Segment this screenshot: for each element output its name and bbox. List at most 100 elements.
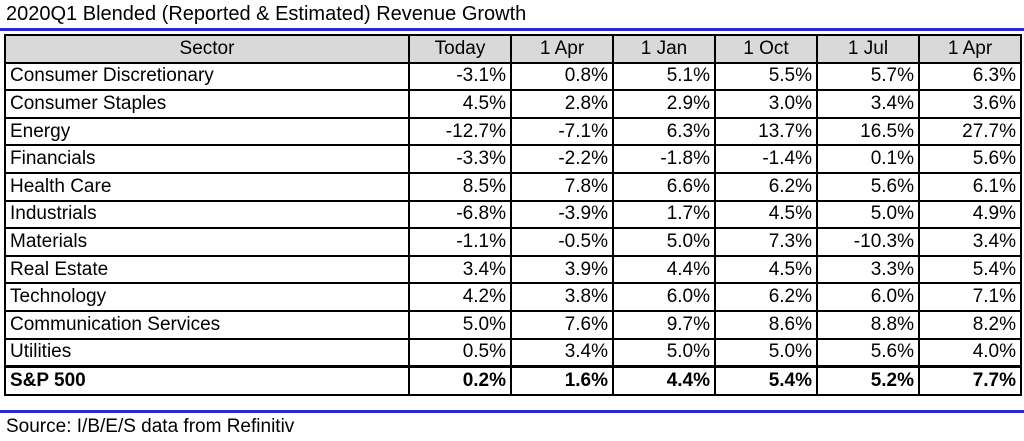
growth-value-cell: 1.7% <box>612 199 716 230</box>
growth-value-cell: 4.5% <box>408 89 512 119</box>
table-row: Industrials -6.8% -3.9% 1.7% 4.5% 5.0% 4.9% <box>4 199 1022 230</box>
growth-value-cell: 4.5% <box>714 254 818 285</box>
column-header-period: Today <box>408 34 512 64</box>
growth-value-cell: 6.0% <box>612 282 716 312</box>
growth-value-cell: -10.3% <box>816 227 920 257</box>
sector-cell: S&P 500 <box>4 365 410 396</box>
sector-cell: Utilities <box>4 337 410 368</box>
growth-value-cell: 7.6% <box>510 309 614 340</box>
top-rule <box>0 28 1024 31</box>
growth-value-cell: 7.1% <box>918 282 1022 312</box>
column-header-period: 1 Apr <box>918 34 1022 64</box>
growth-value-cell: -3.1% <box>408 61 512 92</box>
growth-value-cell: -12.7% <box>408 116 512 147</box>
growth-value-cell: -3.3% <box>408 144 512 174</box>
growth-value-cell: -3.9% <box>510 199 614 230</box>
growth-value-cell: 5.0% <box>612 227 716 257</box>
column-header-period: 1 Jul <box>816 34 920 64</box>
growth-value-cell: 5.7% <box>816 61 920 92</box>
column-header-period: 1 Oct <box>714 34 818 64</box>
bottom-rule <box>0 410 1024 413</box>
growth-value-cell: 7.8% <box>510 171 614 202</box>
sector-cell: Communication Services <box>4 309 410 340</box>
growth-value-cell: 3.4% <box>918 227 1022 257</box>
growth-value-cell: 6.0% <box>816 282 920 312</box>
growth-value-cell: 4.4% <box>612 365 716 396</box>
growth-value-cell: -6.8% <box>408 199 512 230</box>
growth-value-cell: 4.0% <box>918 337 1022 368</box>
table-row: Health Care 8.5% 7.8% 6.6% 6.2% 5.6% 6.1% <box>4 171 1022 202</box>
growth-value-cell: 8.2% <box>918 309 1022 340</box>
table-row: Utilities 0.5% 3.4% 5.0% 5.0% 5.6% 4.0% <box>4 337 1022 368</box>
growth-value-cell: -1.4% <box>714 144 818 174</box>
table-row: Real Estate 3.4% 3.9% 4.4% 4.5% 3.3% 5.4% <box>4 254 1022 285</box>
growth-value-cell: 13.7% <box>714 116 818 147</box>
growth-value-cell: 2.8% <box>510 89 614 119</box>
growth-value-cell: 4.5% <box>714 199 818 230</box>
sector-cell: Real Estate <box>4 254 410 285</box>
column-header-period: 1 Jan <box>612 34 716 64</box>
table-title: 2020Q1 Blended (Reported & Estimated) Re… <box>6 3 527 25</box>
growth-value-cell: 6.3% <box>612 116 716 147</box>
growth-value-cell: 8.8% <box>816 309 920 340</box>
growth-value-cell: -0.5% <box>510 227 614 257</box>
growth-value-cell: 5.4% <box>714 365 818 396</box>
table-row: Materials -1.1% -0.5% 5.0% 7.3% -10.3% 3.4% <box>4 227 1022 257</box>
growth-value-cell: 27.7% <box>918 116 1022 147</box>
growth-value-cell: 5.0% <box>612 337 716 368</box>
growth-value-cell: 16.5% <box>816 116 920 147</box>
growth-value-cell: 8.6% <box>714 309 818 340</box>
growth-value-cell: -2.2% <box>510 144 614 174</box>
growth-value-cell: 3.4% <box>408 254 512 285</box>
growth-value-cell: -1.1% <box>408 227 512 257</box>
growth-value-cell: 0.8% <box>510 61 614 92</box>
growth-value-cell: 5.2% <box>816 365 920 396</box>
total-row: S&P 500 0.2% 1.6% 4.4% 5.4% 5.2% 7.7% <box>4 365 1022 396</box>
growth-value-cell: -7.1% <box>510 116 614 147</box>
table-row: Communication Services 5.0% 7.6% 9.7% 8.6% 8.… <box>4 309 1022 340</box>
growth-value-cell: 0.5% <box>408 337 512 368</box>
growth-value-cell: 5.6% <box>816 337 920 368</box>
growth-value-cell: -1.8% <box>612 144 716 174</box>
sector-cell: Consumer Staples <box>4 89 410 119</box>
column-header-period: 1 Apr <box>510 34 614 64</box>
growth-value-cell: 5.5% <box>714 61 818 92</box>
growth-value-cell: 6.3% <box>918 61 1022 92</box>
table-row: Consumer Staples 4.5% 2.8% 2.9% 3.0% 3.4% 3.6% <box>4 89 1022 119</box>
header-row: Sector Today 1 Apr 1 Jan 1 Oct 1 Jul 1 Apr <box>4 34 1022 64</box>
growth-value-cell: 4.9% <box>918 199 1022 230</box>
growth-value-cell: 5.6% <box>918 144 1022 174</box>
growth-value-cell: 9.7% <box>612 309 716 340</box>
growth-value-cell: 1.6% <box>510 365 614 396</box>
sector-cell: Materials <box>4 227 410 257</box>
sector-cell: Industrials <box>4 199 410 230</box>
growth-value-cell: 6.2% <box>714 171 818 202</box>
growth-value-cell: 7.3% <box>714 227 818 257</box>
table-row: Energy -12.7% -7.1% 6.3% 13.7% 16.5% 27.7% <box>4 116 1022 147</box>
growth-value-cell: 3.3% <box>816 254 920 285</box>
sector-cell: Financials <box>4 144 410 174</box>
growth-value-cell: 7.7% <box>918 365 1022 396</box>
growth-value-cell: 4.4% <box>612 254 716 285</box>
growth-value-cell: 4.2% <box>408 282 512 312</box>
growth-value-cell: 3.4% <box>816 89 920 119</box>
growth-value-cell: 8.5% <box>408 171 512 202</box>
sector-cell: Health Care <box>4 171 410 202</box>
growth-value-cell: 6.1% <box>918 171 1022 202</box>
table-row: Technology 4.2% 3.8% 6.0% 6.2% 6.0% 7.1% <box>4 282 1022 312</box>
growth-value-cell: 5.4% <box>918 254 1022 285</box>
revenue-growth-table: Sector Today 1 Apr 1 Jan 1 Oct 1 Jul 1 Apr Con… <box>4 34 1022 396</box>
table-row: Financials -3.3% -2.2% -1.8% -1.4% 0.1% 5.6% <box>4 144 1022 174</box>
growth-value-cell: 3.0% <box>714 89 818 119</box>
growth-value-cell: 2.9% <box>612 89 716 119</box>
sector-cell: Energy <box>4 116 410 147</box>
growth-value-cell: 0.1% <box>816 144 920 174</box>
table-row: Consumer Discretionary -3.1% 0.8% 5.1% 5.5% 5… <box>4 61 1022 92</box>
growth-value-cell: 5.0% <box>408 309 512 340</box>
growth-value-cell: 0.2% <box>408 365 512 396</box>
growth-value-cell: 6.6% <box>612 171 716 202</box>
growth-value-cell: 5.0% <box>714 337 818 368</box>
sector-cell: Technology <box>4 282 410 312</box>
growth-value-cell: 3.6% <box>918 89 1022 119</box>
sector-cell: Consumer Discretionary <box>4 61 410 92</box>
